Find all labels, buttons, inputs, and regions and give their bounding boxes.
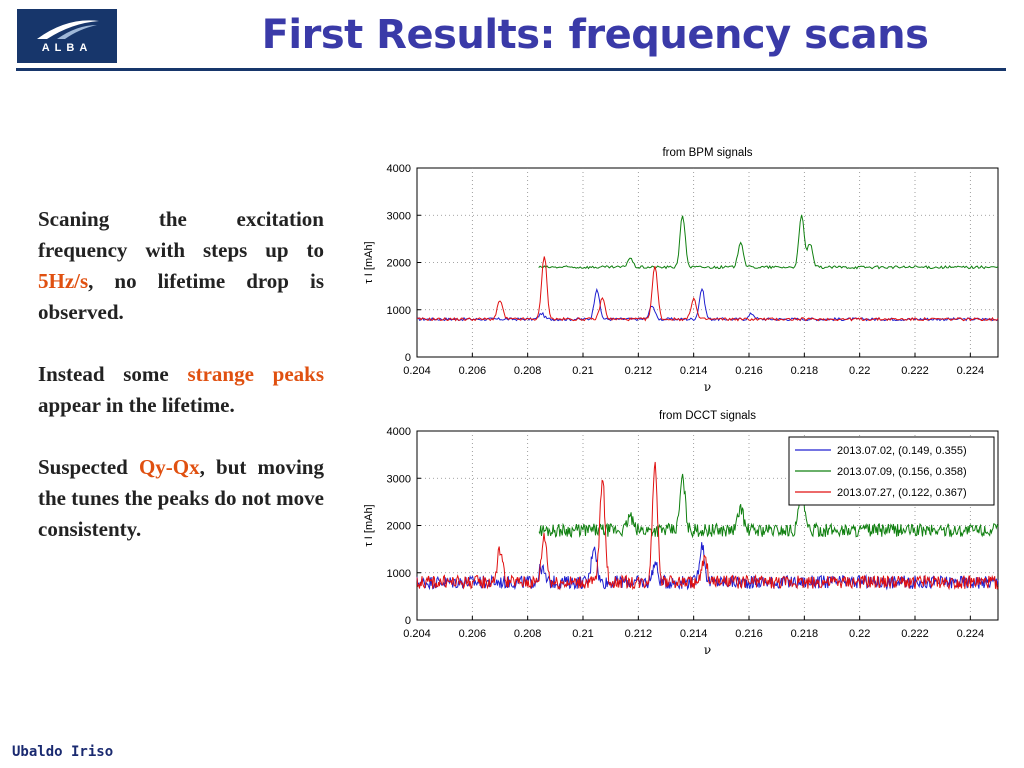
y-tick-label: 2000 (387, 521, 411, 533)
alba-swoosh-icon (37, 20, 99, 39)
series-line-3 (416, 461, 999, 591)
x-tick-label: 0.208 (514, 628, 542, 640)
chart-1: 0.204 0.206 0.208 0.21 0.212 0.214 0.216 0.218 0… (363, 147, 999, 394)
legend: 2013.07.02, (0.149, 0.355) 2013.07.09, (0… (788, 436, 995, 506)
y-tick-label: 3000 (387, 473, 411, 485)
x-tick-label: 0.21 (572, 365, 593, 377)
paragraph-2: Instead some strange peaks appear in the… (38, 359, 324, 421)
x-tick-label: 0.212 (625, 628, 653, 640)
paragraph-2-text-a: Instead some (38, 362, 188, 386)
y-tick-label: 4000 (387, 426, 411, 438)
x-tick-label: 0.22 (849, 628, 870, 640)
y-tick-label: 3000 (387, 210, 411, 222)
x-tick-label: 0.212 (625, 365, 653, 377)
x-tick-label: 0.222 (901, 365, 929, 377)
series-line-3 (416, 256, 999, 322)
x-tick-label: 0.21 (572, 628, 593, 640)
x-tick-label: 0.204 (403, 365, 431, 377)
legend-label-2: 2013.07.09, (0.156, 0.358) (837, 466, 967, 478)
paragraph-1-text-b: , no lifetime drop is observed. (38, 269, 324, 324)
x-axis-label: ν (704, 643, 711, 657)
y-axis-label: τ I [mAh] (363, 504, 375, 546)
x-tick-label: 0.224 (957, 628, 985, 640)
legend-label-3: 2013.07.27, (0.122, 0.367) (837, 487, 967, 499)
paragraph-1-highlight: 5Hz/s (38, 269, 89, 293)
x-axis-label: ν (704, 380, 711, 394)
x-tick-label: 0.206 (459, 365, 487, 377)
y-axis-label: τ I [mAh] (363, 241, 375, 283)
y-tick-label: 4000 (387, 163, 411, 175)
x-tick-label: 0.206 (459, 628, 487, 640)
x-tick-label: 0.224 (957, 365, 985, 377)
x-tick-label: 0.214 (680, 628, 708, 640)
x-tick-label: 0.204 (403, 628, 431, 640)
x-tick-label: 0.218 (791, 365, 819, 377)
author-footer: Ubaldo Iriso (12, 744, 114, 760)
y-tick-label: 1000 (387, 305, 411, 317)
x-tick-label: 0.22 (849, 365, 870, 377)
chart-title: from BPM signals (662, 147, 752, 159)
title-divider (16, 68, 1006, 71)
x-tick-label: 0.216 (735, 365, 763, 377)
paragraph-1-text-a: Scaning the excitation frequency with st… (38, 207, 324, 262)
paragraph-2-highlight: strange peaks (187, 362, 324, 386)
alba-logo: ALBA (17, 9, 117, 63)
body-text: Scaning the excitation frequency with st… (38, 204, 324, 576)
paragraph-3-text-b: , but moving the tunes the peaks do not … (38, 455, 324, 541)
paragraph-2-text-b: appear in the lifetime. (38, 393, 235, 417)
y-tick-label: 2000 (387, 258, 411, 270)
paragraph-1: Scaning the excitation frequency with st… (38, 204, 324, 328)
x-tick-label: 0.208 (514, 365, 542, 377)
y-tick-label: 0 (405, 352, 411, 364)
alba-logo-text: ALBA (41, 42, 93, 54)
paragraph-3-text-a: Suspected (38, 455, 139, 479)
x-tick-label: 0.218 (791, 628, 819, 640)
paragraph-3: Suspected Qy-Qx, but moving the tunes th… (38, 452, 324, 545)
chart-title: from DCCT signals (659, 410, 756, 422)
y-tick-label: 1000 (387, 568, 411, 580)
plot-frame (416, 167, 999, 358)
series-line-1 (416, 287, 999, 322)
series-line-2 (538, 473, 999, 539)
x-tick-label: 0.222 (901, 628, 929, 640)
chart-2: 0.204 0.206 0.208 0.21 0.212 0.214 0.216 0.218 0… (363, 410, 999, 657)
series-line-2 (538, 214, 999, 270)
paragraph-3-highlight: Qy-Qx (138, 455, 200, 479)
x-tick-label: 0.214 (680, 365, 708, 377)
y-tick-label: 0 (405, 615, 411, 627)
legend-label-1: 2013.07.02, (0.149, 0.355) (837, 445, 967, 457)
page-title: First Results: frequency scans (261, 12, 929, 58)
x-tick-label: 0.216 (735, 628, 763, 640)
